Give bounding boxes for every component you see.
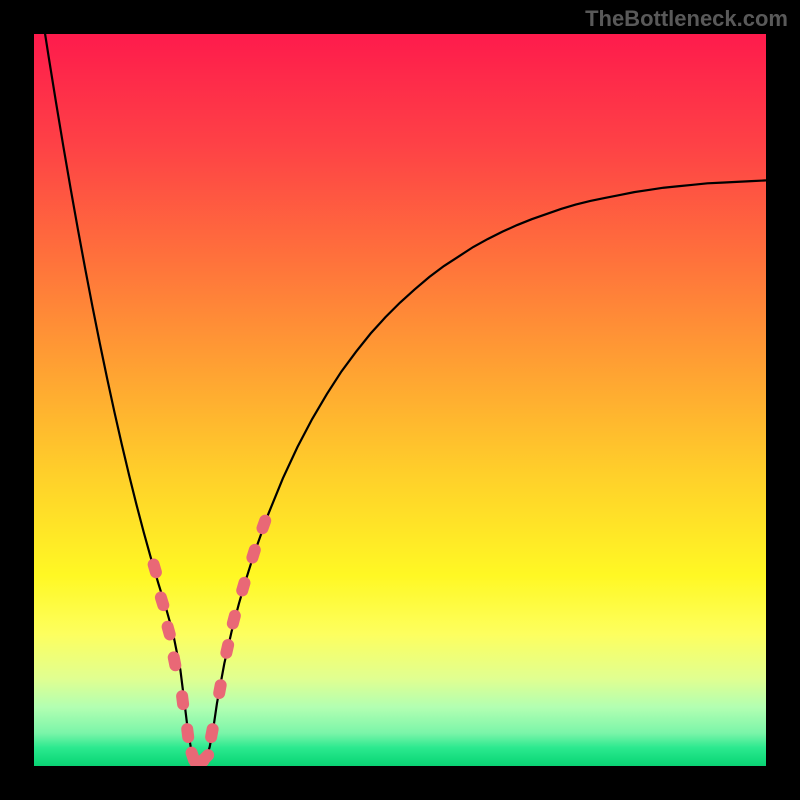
watermark-text: TheBottleneck.com: [585, 6, 788, 32]
chart-container: TheBottleneck.com: [0, 0, 800, 800]
bottleneck-chart-svg: [0, 0, 800, 800]
